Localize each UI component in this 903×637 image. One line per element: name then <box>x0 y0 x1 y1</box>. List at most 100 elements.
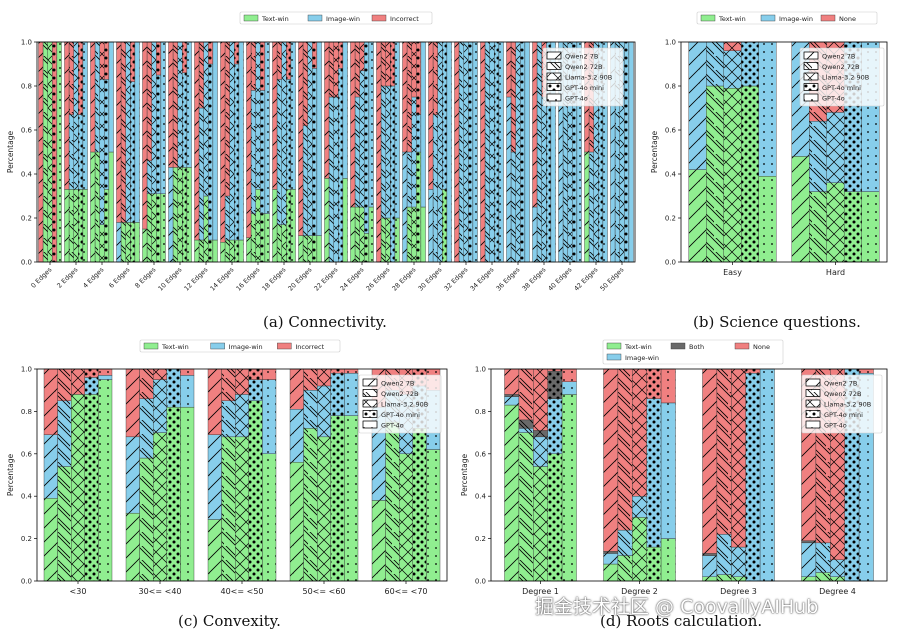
legend-model-label: GPT-4o <box>822 95 845 103</box>
bar-hatch <box>617 368 633 531</box>
bar-hatch <box>104 79 110 190</box>
bar-hatch <box>342 41 348 179</box>
legend-swatch <box>606 342 622 350</box>
bar-hatch <box>142 228 148 263</box>
bar-hatch <box>458 41 464 263</box>
bar-hatch <box>224 239 230 263</box>
bar-hatch <box>208 63 214 241</box>
legend-hatch-swatch <box>362 399 378 408</box>
bar-hatch <box>78 41 84 115</box>
legend-label: Text-win <box>161 343 189 351</box>
bar-hatch <box>264 41 270 214</box>
bar-hatch <box>229 41 235 241</box>
x-tick-label: 38 Edges <box>520 265 547 292</box>
legend-label: None <box>839 15 856 23</box>
bar-hatch <box>43 368 58 435</box>
bar-hatch <box>302 235 308 263</box>
bar-hatch <box>702 553 718 556</box>
bar-hatch <box>166 406 181 582</box>
bar-hatch <box>57 368 72 401</box>
bar-hatch <box>234 63 240 241</box>
bar-hatch <box>220 241 226 263</box>
bar-hatch <box>731 368 746 548</box>
y-tick-label: 1.0 <box>21 366 32 374</box>
x-tick-label: 36 Edges <box>494 265 521 292</box>
legend-model-label: Qwen2 72B <box>565 63 602 71</box>
y-tick-label: 0.2 <box>665 215 676 223</box>
bar-hatch <box>116 222 122 263</box>
x-tick-label: 30<= <40 <box>138 587 181 596</box>
bar-hatch <box>234 41 240 65</box>
bar-hatch <box>84 394 99 582</box>
bar-hatch <box>706 41 724 87</box>
bar-hatch <box>272 41 278 190</box>
bar-hatch <box>64 41 70 190</box>
y-tick-label: 1.0 <box>21 39 32 47</box>
caption-convexity: (c) Convexity. <box>178 612 281 630</box>
bar-hatch <box>472 41 478 263</box>
bar-hatch <box>68 114 74 190</box>
bar-hatch <box>125 222 131 263</box>
y-tick-label: 0.2 <box>21 535 32 543</box>
bar-hatch <box>125 436 140 514</box>
bar-hatch <box>224 195 230 241</box>
bar-hatch <box>801 576 817 582</box>
bar-hatch <box>262 379 277 455</box>
bar-hatch <box>134 41 140 223</box>
bar-hatch <box>809 120 827 192</box>
axes-frame <box>680 41 888 263</box>
bar-hatch <box>330 373 345 416</box>
bar-hatch <box>494 41 500 263</box>
bar-hatch <box>166 368 181 408</box>
bar-hatch <box>286 189 292 263</box>
bar-hatch <box>146 41 152 162</box>
bar-hatch <box>272 189 278 263</box>
bar-hatch <box>368 206 374 263</box>
bar-hatch <box>385 85 391 219</box>
bar-hatch <box>406 206 412 263</box>
bar-hatch <box>745 373 761 582</box>
x-tick-label: 12 Edges <box>182 265 209 292</box>
bar-hatch <box>208 239 214 263</box>
bar-hatch <box>541 96 547 263</box>
legend-swatch <box>243 14 259 22</box>
legend-models-box <box>542 47 624 107</box>
legend-swatch <box>700 14 716 22</box>
bar-hatch <box>198 41 204 109</box>
legend-hatch-swatch <box>805 410 821 418</box>
bar-hatch <box>260 213 266 263</box>
bar-hatch <box>264 213 270 263</box>
legend-label: Both <box>689 343 704 351</box>
bar-hatch <box>182 41 188 73</box>
y-axis-label: Percentage <box>650 131 659 174</box>
legend-label: Incorrect <box>295 343 324 351</box>
bar-hatch <box>317 368 332 387</box>
bar-hatch <box>324 178 330 263</box>
chart-b: 0.0 0.2 0.4 0.6 0.8 1.0 Percentage Easy Hard Text… <box>650 11 888 277</box>
bar-hatch <box>116 41 122 223</box>
legend-label: Image-win <box>625 354 659 362</box>
bar-hatch <box>532 41 538 208</box>
bar-hatch <box>94 41 100 153</box>
x-tick-label: 42 Edges <box>572 265 599 292</box>
bar-hatch <box>303 428 318 582</box>
bar-hatch <box>151 41 157 195</box>
bar-hatch <box>759 368 775 582</box>
bar-hatch <box>134 222 140 263</box>
bar-hatch <box>84 377 99 395</box>
bar-hatch <box>380 41 386 87</box>
legend-hatch-swatch <box>546 93 562 102</box>
bar-hatch <box>52 41 58 263</box>
bar-hatch <box>515 41 521 263</box>
bar-hatch <box>246 41 252 239</box>
legend-model-label: Llama-3.2 90B <box>381 401 428 409</box>
legend-model-label: GPT-4o mini <box>824 411 863 419</box>
legend-swatch <box>734 342 750 350</box>
bar-hatch <box>125 368 140 438</box>
legend-hatch-swatch <box>803 51 819 60</box>
y-tick-label: 0.0 <box>475 578 486 586</box>
bar-hatch <box>463 41 469 263</box>
bar-hatch <box>238 41 244 241</box>
bar-hatch <box>416 41 422 115</box>
x-tick-label: 40<= <50 <box>220 587 263 596</box>
